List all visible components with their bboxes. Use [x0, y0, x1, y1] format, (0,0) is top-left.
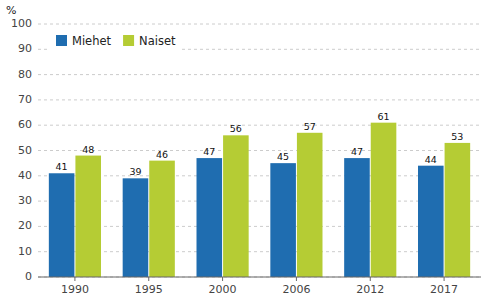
grid-line — [38, 74, 481, 75]
grid-line — [38, 201, 481, 202]
x-tick-label: 2012 — [356, 283, 384, 296]
data-labels: 41 39 47 45 47 44 48 46 56 57 61 53 — [56, 111, 464, 178]
bar — [123, 178, 149, 277]
y-tick-label: 30 — [18, 194, 32, 207]
data-label: 48 — [82, 144, 94, 155]
y-tick-label: 100 — [11, 17, 32, 30]
y-axis: 0 10 20 30 40 50 60 70 80 90 100 — [11, 17, 481, 283]
legend-label: Naiset — [139, 34, 176, 48]
legend-swatch — [123, 35, 134, 46]
x-tick-label: 2000 — [209, 283, 237, 296]
bar — [418, 166, 444, 277]
grid-line — [38, 24, 481, 25]
bar — [344, 158, 370, 277]
y-tick-label: 10 — [18, 245, 32, 258]
bar — [75, 156, 101, 277]
x-tick — [222, 277, 223, 281]
y-tick-label: 60 — [18, 118, 32, 131]
grid-line — [38, 277, 481, 278]
chart-svg: 0 10 20 30 40 50 60 70 80 90 100% 41 39 47 45 47 44 48 46 5… — [0, 0, 491, 303]
bar — [371, 123, 397, 277]
data-label: 39 — [129, 166, 141, 177]
grid-line — [38, 175, 481, 176]
x-tick — [296, 277, 297, 281]
grid-line — [38, 125, 481, 126]
bar — [49, 173, 75, 277]
bar — [270, 163, 296, 277]
data-label: 44 — [425, 154, 437, 165]
data-label: 47 — [203, 146, 215, 157]
x-axis-line — [38, 277, 481, 278]
data-label: 46 — [156, 149, 168, 160]
data-label: 56 — [230, 123, 242, 134]
y-tick-label: 0 — [25, 270, 32, 283]
y-tick-label: 20 — [18, 219, 32, 232]
data-label: 41 — [56, 161, 68, 172]
data-label: 53 — [451, 131, 463, 142]
grid-line — [38, 150, 481, 151]
y-tick-label: 40 — [18, 169, 32, 182]
y-tick-label: 90 — [18, 42, 32, 55]
x-tick — [148, 277, 149, 281]
y-tick-label: 50 — [18, 144, 32, 157]
y-tick-label: 80 — [18, 68, 32, 81]
bars — [49, 123, 470, 277]
x-tick — [370, 277, 371, 281]
y-tick-label: 70 — [18, 93, 32, 106]
bar — [223, 135, 249, 277]
data-label: 61 — [377, 111, 389, 122]
grid-line — [38, 99, 481, 100]
legend-swatch — [56, 35, 67, 46]
bar — [197, 158, 223, 277]
grid-line — [38, 226, 481, 227]
x-tick-label: 2006 — [282, 283, 310, 296]
legend-background — [50, 30, 182, 50]
data-label: 47 — [351, 146, 363, 157]
y-axis-label: % — [6, 4, 16, 17]
chart-container: 0 10 20 30 40 50 60 70 80 90 100% 41 39 47 45 47 44 48 46 5… — [0, 0, 491, 303]
x-tick-label: 1990 — [61, 283, 89, 296]
data-label: 45 — [277, 151, 289, 162]
bar — [149, 161, 175, 277]
legend: Miehet Naiset — [50, 30, 182, 50]
data-label: 57 — [304, 121, 316, 132]
x-tick — [444, 277, 445, 281]
bar — [445, 143, 471, 277]
legend-label: Miehet — [72, 34, 112, 48]
x-tick-label: 2017 — [430, 283, 458, 296]
x-axis: 1990 1995 2000 2006 2012 2017 — [38, 277, 481, 296]
grid-line — [38, 251, 481, 252]
bar — [297, 133, 323, 277]
x-tick-label: 1995 — [135, 283, 163, 296]
x-tick — [74, 277, 75, 281]
